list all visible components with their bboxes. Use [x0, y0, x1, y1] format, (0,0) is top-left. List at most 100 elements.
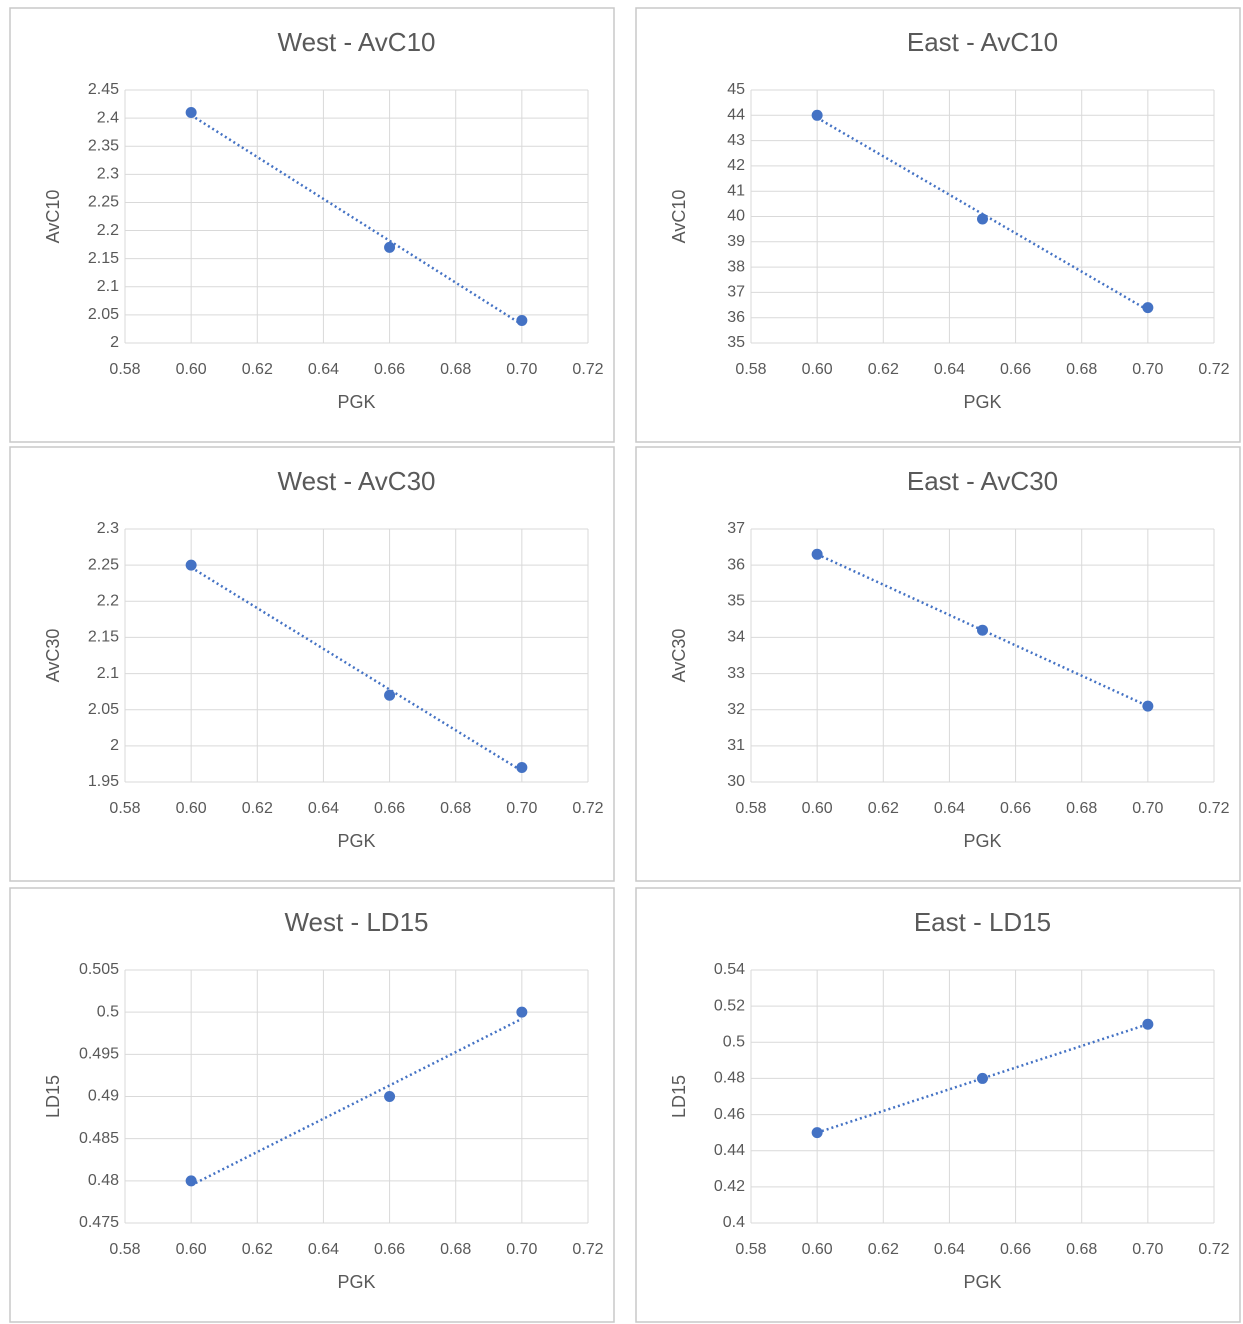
x-tick-label: 0.64 [308, 1241, 339, 1258]
y-tick-label: 0.5 [97, 1003, 119, 1020]
y-tick-label: 2.1 [97, 278, 119, 295]
panel-frame [9, 887, 615, 1323]
x-tick-label: 0.58 [735, 800, 766, 817]
chart-title: East - AvC30 [907, 466, 1058, 496]
x-tick-label: 0.72 [1198, 1241, 1229, 1258]
x-tick-label: 0.70 [506, 1241, 537, 1258]
x-tick-label: 0.68 [1066, 361, 1097, 378]
x-axis-label: PGK [963, 831, 1001, 851]
x-tick-label: 0.70 [1132, 800, 1163, 817]
panel-frame [9, 446, 615, 882]
y-tick-label: 32 [727, 701, 745, 718]
x-tick-label: 0.62 [868, 361, 899, 378]
x-tick-label: 0.68 [440, 361, 471, 378]
y-tick-label: 1.95 [88, 773, 119, 790]
chart-title: West - AvC30 [278, 466, 436, 496]
point [516, 315, 528, 327]
chart-title: West - LD15 [284, 907, 428, 937]
x-tick-label: 0.60 [802, 361, 833, 378]
y-tick-label: 0.5 [723, 1034, 745, 1051]
x-tick-label: 0.64 [934, 1241, 965, 1258]
chart-panel: West - LD15 0.475 0.48 0.485 0.49 0.495 0.5 0.5… [9, 887, 615, 1323]
y-tick-label: 0.48 [88, 1172, 119, 1189]
point [384, 241, 396, 253]
x-tick-label: 0.66 [374, 1241, 405, 1258]
y-tick-label: 39 [727, 233, 745, 250]
x-tick-label: 0.70 [1132, 1241, 1163, 1258]
y-tick-label: 2.2 [97, 593, 119, 610]
y-tick-label: 2.4 [97, 109, 119, 126]
y-tick-label: 2.45 [88, 81, 119, 98]
y-tick-label: 42 [727, 157, 745, 174]
y-tick-label: 0.46 [714, 1106, 745, 1123]
y-axis-label: LD15 [43, 1075, 63, 1118]
x-tick-label: 0.66 [374, 361, 405, 378]
y-tick-label: 45 [727, 81, 745, 98]
point [516, 1006, 528, 1018]
y-tick-label: 2.2 [97, 222, 119, 239]
chart-panel: West - AvC10 2 2.05 2.1 2.15 2.2 2.25 2.3 2.35 2.… [9, 7, 615, 443]
y-tick-label: 2 [110, 334, 119, 351]
x-axis-label: PGK [337, 1272, 375, 1292]
x-tick-label: 0.58 [735, 361, 766, 378]
y-tick-label: 2.05 [88, 701, 119, 718]
y-tick-label: 0.42 [714, 1178, 745, 1195]
x-tick-label: 0.70 [506, 800, 537, 817]
x-tick-label: 0.70 [506, 361, 537, 378]
point [977, 624, 988, 636]
y-tick-label: 2.15 [88, 250, 119, 267]
y-tick-label: 2.3 [97, 520, 119, 537]
trendline [816, 1023, 1149, 1134]
y-axis-label: AvC10 [43, 190, 63, 244]
y-tick-label: 41 [727, 182, 745, 199]
point [811, 109, 823, 121]
x-tick-label: 0.64 [934, 361, 965, 378]
x-tick-label: 0.68 [440, 1241, 471, 1258]
x-tick-label: 0.66 [1000, 361, 1031, 378]
y-tick-label: 2.35 [88, 137, 119, 154]
point [185, 1175, 197, 1187]
x-axis-label: PGK [963, 1272, 1001, 1292]
panel-frame [635, 7, 1241, 443]
y-tick-label: 0.475 [79, 1214, 119, 1231]
y-tick-label: 36 [727, 556, 745, 573]
point [1142, 700, 1154, 712]
y-tick-label: 30 [727, 773, 745, 790]
y-tick-label: 35 [727, 593, 745, 610]
x-tick-label: 0.60 [802, 1241, 833, 1258]
x-tick-label: 0.60 [176, 800, 207, 817]
y-tick-label: 0.49 [88, 1088, 119, 1105]
point [384, 1091, 396, 1102]
x-tick-label: 0.66 [374, 800, 405, 817]
x-tick-label: 0.72 [572, 1241, 603, 1258]
y-axis-label: AvC30 [43, 629, 63, 683]
x-tick-label: 0.66 [1000, 800, 1031, 817]
x-tick-label: 0.58 [109, 361, 140, 378]
point [1142, 302, 1154, 314]
y-tick-label: 2.3 [97, 166, 119, 183]
x-tick-label: 0.72 [1198, 361, 1229, 378]
panel-frame [635, 887, 1241, 1323]
y-tick-label: 2.15 [88, 629, 119, 646]
point [516, 762, 528, 774]
chart-panel: East - AvC30 30 31 32 33 34 35 36 37 0.58 0.60 0.62… [635, 446, 1241, 882]
y-tick-label: 0.505 [79, 961, 119, 978]
trendline [190, 114, 523, 326]
x-tick-label: 0.60 [176, 361, 207, 378]
chart-panel: West - AvC30 1.95 2 2.05 2.1 2.15 2.2 2.25 2.3 0.… [9, 446, 615, 882]
y-tick-label: 33 [727, 665, 745, 682]
x-tick-label: 0.66 [1000, 1241, 1031, 1258]
x-tick-label: 0.62 [242, 361, 273, 378]
y-tick-label: 2.25 [88, 194, 119, 211]
y-tick-label: 0.485 [79, 1130, 119, 1147]
x-tick-label: 0.64 [934, 800, 965, 817]
chart-panel: East - AvC10 35 36 37 38 39 40 41 42 43 44 45 0.58 0.… [635, 7, 1241, 443]
y-tick-label: 2.25 [88, 556, 119, 573]
y-axis-label: AvC10 [669, 190, 689, 244]
chart-title: East - LD15 [914, 907, 1051, 937]
x-tick-label: 0.62 [868, 1241, 899, 1258]
point [185, 106, 197, 118]
panel-frame [9, 7, 615, 443]
x-tick-label: 0.72 [572, 800, 603, 817]
